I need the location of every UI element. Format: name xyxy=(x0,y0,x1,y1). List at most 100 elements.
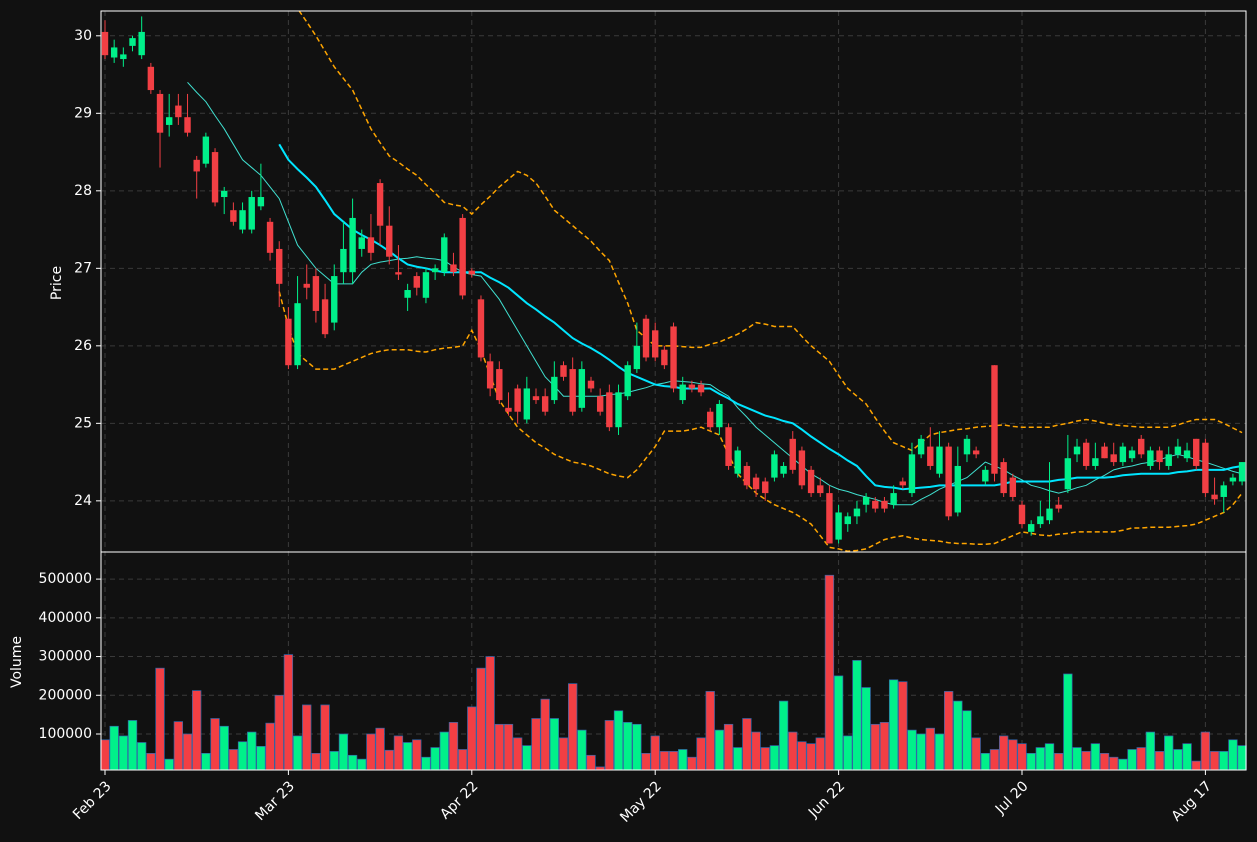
candle-body xyxy=(954,465,962,513)
volume-bar xyxy=(1164,735,1174,771)
y-tick-label: 100000 xyxy=(39,726,92,742)
candle-body xyxy=(1101,446,1108,459)
volume-bar xyxy=(476,667,486,771)
candle-body xyxy=(1165,454,1172,466)
candle-body xyxy=(1183,450,1191,459)
candle-body xyxy=(679,384,686,401)
volume-bar xyxy=(1081,751,1091,771)
volume-bar xyxy=(1237,745,1247,771)
candle-body xyxy=(587,380,595,389)
candle-body xyxy=(752,477,760,490)
volume-bar xyxy=(146,752,156,771)
volume-bar xyxy=(916,733,926,771)
candle-body xyxy=(982,469,989,482)
volume-bar xyxy=(1109,756,1119,771)
volume-bar xyxy=(568,683,578,771)
candle-body xyxy=(936,446,943,474)
candle-body xyxy=(1220,485,1227,497)
volume-bar xyxy=(1026,752,1036,771)
volume-bar xyxy=(228,749,239,771)
volume-bar xyxy=(522,745,532,771)
volume-bar xyxy=(302,704,312,771)
candle-body xyxy=(441,237,448,273)
volume-bar xyxy=(439,731,449,771)
volume-bar xyxy=(1136,747,1146,771)
volume-bar xyxy=(1044,743,1055,771)
volume-bar xyxy=(283,654,294,771)
candle-body xyxy=(358,237,365,249)
candle-body xyxy=(945,446,952,517)
candle-body xyxy=(1055,504,1062,509)
candle-body xyxy=(771,454,778,478)
candle-body xyxy=(110,47,118,58)
volume-bar xyxy=(797,741,807,771)
candle-body xyxy=(927,446,934,466)
volume-bar xyxy=(448,722,459,771)
volume-bar xyxy=(366,733,376,771)
volume-bar xyxy=(613,710,624,771)
volume-bar xyxy=(733,747,743,771)
volume-bar xyxy=(247,731,257,771)
volume-bar xyxy=(687,756,697,771)
volume-bar xyxy=(347,754,358,771)
volume-bar xyxy=(384,749,394,771)
volume-bar xyxy=(192,690,202,771)
volume-bar xyxy=(623,722,633,771)
candle-body xyxy=(221,190,228,198)
candle-body xyxy=(1018,504,1026,525)
volume-bar xyxy=(1054,752,1064,771)
candle-body xyxy=(844,516,851,525)
y-tick-label: 300000 xyxy=(39,649,92,665)
volume-bar xyxy=(494,723,504,771)
candle-body xyxy=(147,66,155,91)
volume-bar xyxy=(980,752,990,771)
y-tick-label: 25 xyxy=(74,415,92,431)
candle-body xyxy=(514,388,521,412)
candle-body xyxy=(1009,477,1017,497)
candle-body xyxy=(1238,462,1246,482)
candle-body xyxy=(1193,438,1200,466)
candle-body xyxy=(697,384,705,393)
volume-bar xyxy=(512,737,523,771)
candle-body xyxy=(376,183,384,226)
volume-bar xyxy=(1099,752,1110,771)
candle-body xyxy=(1027,524,1035,532)
y-tick-label: 28 xyxy=(74,183,92,199)
volume-bar xyxy=(430,747,440,771)
volume-bar xyxy=(806,743,816,771)
volume-bar xyxy=(1035,747,1045,771)
candle-body xyxy=(780,465,787,474)
candle-body xyxy=(1046,508,1053,521)
candle-body xyxy=(1119,446,1127,463)
candle-body xyxy=(541,396,549,412)
volume-bar xyxy=(467,706,477,771)
candle-body xyxy=(661,349,668,366)
volume-bar xyxy=(604,720,614,771)
volume-bar xyxy=(531,718,541,771)
volume-bar xyxy=(329,751,339,771)
candle-body xyxy=(523,388,531,420)
candle-body xyxy=(459,217,466,296)
candle-body xyxy=(688,384,696,389)
volume-bar xyxy=(1228,739,1238,771)
volume-bar xyxy=(769,745,780,771)
volume-bar xyxy=(989,749,1000,771)
volume-bar xyxy=(1173,749,1183,771)
volume-bar xyxy=(751,731,761,771)
candle-body xyxy=(129,38,136,46)
volume-bar xyxy=(540,698,550,771)
candle-body xyxy=(349,217,356,273)
volume-bar xyxy=(760,747,770,771)
candle-body xyxy=(468,270,475,275)
candle-body xyxy=(211,152,219,203)
volume-bar xyxy=(953,700,963,771)
volume-bar xyxy=(778,700,789,771)
volume-bar xyxy=(375,727,385,771)
volume-bar xyxy=(155,667,165,771)
volume-bar xyxy=(1118,758,1128,771)
volume-bar xyxy=(879,722,890,771)
candle-body xyxy=(899,481,906,486)
candle-body xyxy=(1147,450,1154,466)
candle-body xyxy=(606,392,613,428)
